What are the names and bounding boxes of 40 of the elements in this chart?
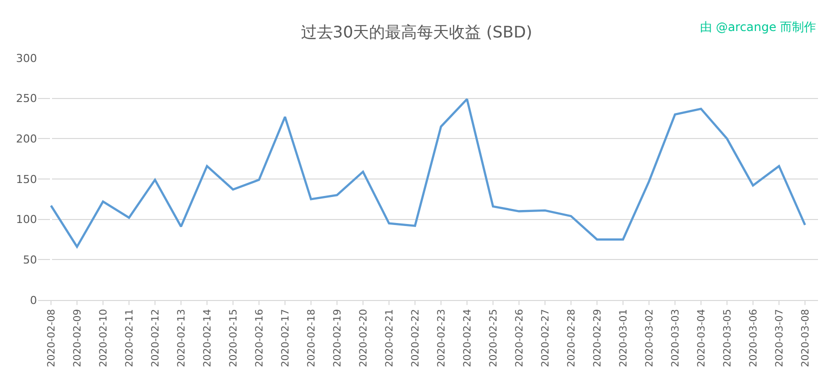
- x-tick-label: 2020-02-24: [462, 309, 474, 368]
- x-tick-label: 2020-02-14: [202, 309, 214, 368]
- y-tick-label: 150: [16, 172, 37, 186]
- y-tick-label: 200: [16, 132, 37, 146]
- y-tick-label: 100: [16, 213, 37, 226]
- x-tick-label: 2020-02-28: [566, 309, 578, 368]
- x-tick-label: 2020-02-08: [46, 309, 58, 368]
- x-tick-label: 2020-02-26: [514, 309, 526, 368]
- line-series: [50, 98, 806, 248]
- x-tick-label: 2020-02-09: [72, 309, 84, 368]
- x-tick-label: 2020-03-08: [800, 309, 812, 368]
- y-tick-label: 50: [23, 254, 37, 267]
- y-tick-label: 0: [30, 294, 37, 307]
- x-tick-label: 2020-03-05: [722, 309, 734, 368]
- x-tick-label: 2020-02-15: [228, 309, 240, 368]
- x-tick-label: 2020-02-12: [150, 309, 162, 368]
- x-tick-label: 2020-03-02: [644, 309, 656, 368]
- x-tick-label: 2020-02-16: [254, 309, 266, 368]
- x-tick-label: 2020-02-21: [384, 309, 396, 368]
- x-tick-label: 2020-02-29: [592, 309, 604, 368]
- x-tick-label: 2020-02-27: [540, 309, 552, 368]
- chart-title: 过去30天的最高每天收益 (SBD): [300, 22, 532, 42]
- x-tick-label: 2020-03-06: [748, 309, 760, 368]
- x-tick-label: 2020-02-20: [358, 309, 370, 368]
- text: 由 @arcange 而制作: [700, 20, 816, 34]
- x-tick-label: 2020-03-01: [618, 309, 630, 368]
- x-tick-label: 2020-03-03: [670, 309, 682, 368]
- x-tick-label: 2020-02-18: [306, 309, 318, 368]
- x-tick-label: 2020-02-19: [332, 309, 344, 368]
- x-tick-label: 2020-02-10: [98, 309, 110, 368]
- x-tick-label: 2020-02-11: [124, 309, 136, 368]
- x-tick-label: 2020-02-23: [436, 309, 448, 368]
- y-tick-label: 300: [16, 52, 37, 65]
- x-tick-label: 2020-03-04: [696, 309, 708, 368]
- x-tick-label: 2020-02-25: [488, 309, 500, 368]
- x-tick-label: 2020-02-17: [280, 309, 292, 368]
- x-tick-label: 2020-02-13: [176, 309, 188, 368]
- x-tick-label: 2020-02-22: [410, 309, 422, 368]
- x-tick-label: 2020-03-07: [774, 309, 786, 368]
- y-tick-label: 250: [16, 92, 37, 106]
